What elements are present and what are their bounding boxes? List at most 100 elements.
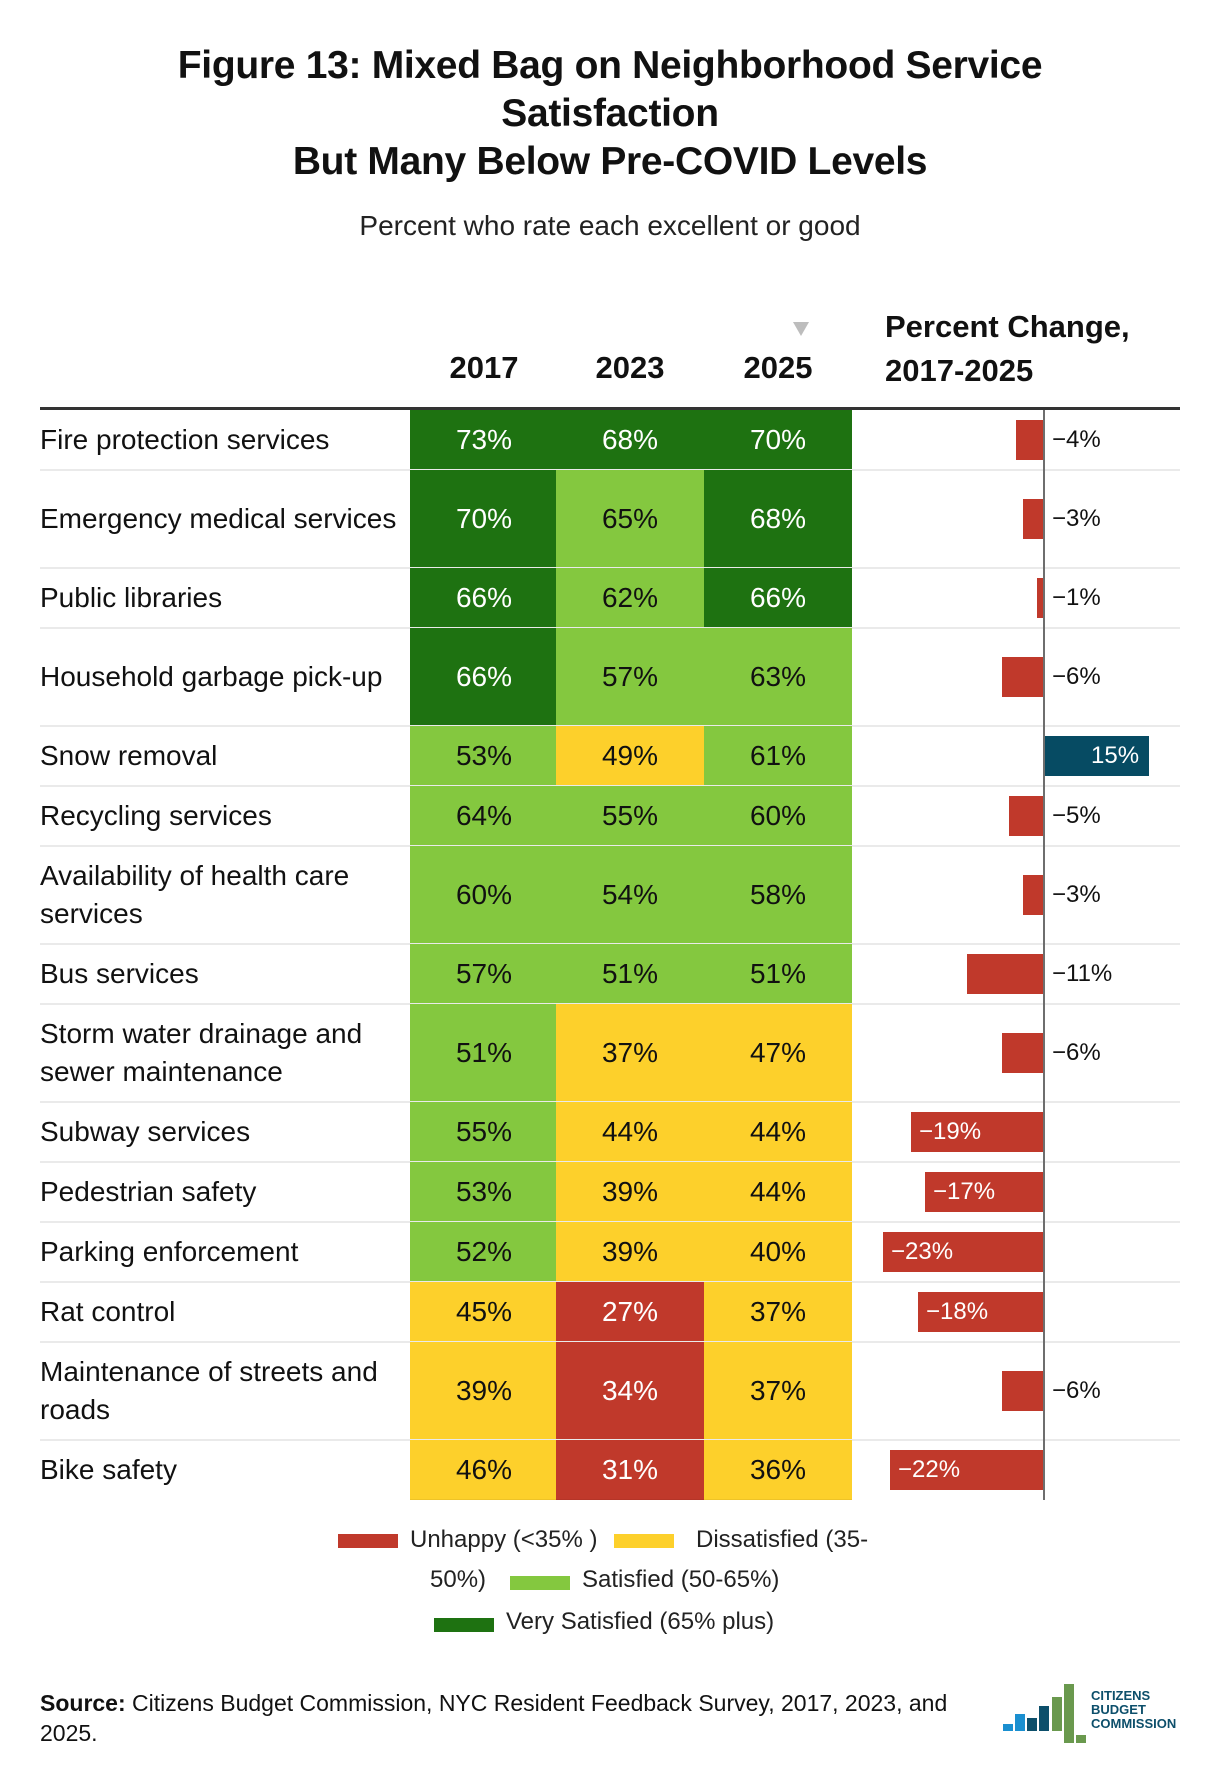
table-row: Recycling services 64% 55% 60% −5% [0,786,1220,847]
value-cell-2025: 44% [704,1102,852,1162]
change-label: −11% [1052,960,1113,987]
column-header-percent-change: Percent Change, 2017-2025 [885,305,1130,393]
change-bar [1023,875,1044,915]
change-bar [883,1232,1044,1272]
percent-change-header-line-2: 2017-2025 [885,353,1034,388]
logo-bar-1 [1003,1724,1013,1731]
change-label: 15% [1091,742,1140,769]
change-zero-axis [1043,410,1045,1500]
service-label: Storm water drainage and sewer maintenan… [40,1018,363,1087]
column-header-2017: 2017 [449,350,519,385]
value-cell-2025: 58% [704,846,852,944]
value-cell-2023: 31% [556,1440,704,1500]
value-cell-2023: 62% [556,568,704,628]
change-label: −1% [1052,584,1101,611]
value-cell-2023: 68% [556,410,704,470]
change-label: −3% [1052,505,1101,532]
legend-swatch-dissatisfied [614,1534,674,1548]
source-text: Citizens Budget Commission, NYC Resident… [40,1690,948,1746]
legend-swatch-very-satisfied [434,1618,494,1632]
value-cell-2023: 39% [556,1162,704,1222]
value-cell-2025: 51% [704,944,852,1004]
change-label: −17% [933,1178,996,1205]
table-row: Fire protection services 73% 68% 70% −4% [0,410,1220,471]
service-label: Maintenance of streets and roads [40,1356,378,1425]
value-cell-2023: 27% [556,1282,704,1342]
value-cell-2017: 53% [410,1162,558,1222]
value-cell-2017: 51% [410,1004,558,1102]
value-cell-2017: 53% [410,726,558,786]
legend-swatch-satisfied [510,1576,570,1590]
table-row: Emergency medical services 70% 65% 68% −3% [0,470,1220,569]
service-label: Pedestrian safety [40,1176,257,1207]
value-cell-2023: 51% [556,944,704,1004]
legend-label-very-satisfied: Very Satisfied (65% plus) [506,1608,775,1635]
value-cell-2025: 47% [704,1004,852,1102]
change-bar [911,1112,1044,1152]
logo-bar-2 [1015,1714,1025,1731]
source-note: Source: Citizens Budget Commission, NYC … [40,1688,970,1748]
value-cell-2025: 37% [704,1282,852,1342]
change-bar [1002,1033,1044,1073]
chart-subtitle: Percent who rate each excellent or good [359,210,861,241]
change-label: −18% [926,1298,989,1325]
logo-bar-6 [1064,1684,1074,1743]
change-bar [1023,499,1044,539]
value-cell-2023: 44% [556,1102,704,1162]
change-label: −19% [919,1118,982,1145]
value-cell-2023: 65% [556,470,704,568]
column-header-2025[interactable]: 2025 [743,350,813,385]
service-label: Snow removal [40,740,218,771]
logo-text-line-1: CITIZENS [1091,1688,1151,1703]
change-bar [918,1292,1044,1332]
logo-text-line-2: BUDGET [1091,1702,1146,1717]
value-cell-2025: 66% [704,568,852,628]
value-cell-2017: 70% [410,470,558,568]
value-cell-2023: 57% [556,628,704,726]
chart-title-line-2: Satisfaction [501,92,719,135]
table-row: Public libraries 66% 62% 66% −1% [0,568,1220,629]
value-cell-2025: 68% [704,470,852,568]
table-row: Household garbage pick-up 66% 57% 63% −6% [0,628,1220,727]
logo-bar-5 [1052,1697,1062,1731]
header-rule [40,407,1180,410]
value-cell-2017: 45% [410,1282,558,1342]
service-label: Parking enforcement [40,1236,299,1267]
value-cell-2017: 60% [410,846,558,944]
chart-title-line-1: Figure 13: Mixed Bag on Neighborhood Ser… [177,44,1043,87]
value-cell-2017: 66% [410,628,558,726]
change-label: −3% [1052,881,1101,908]
change-label: −4% [1052,426,1101,453]
logo-bar-3 [1027,1718,1037,1731]
service-label: Emergency medical services [40,503,397,534]
change-bar [1002,657,1044,697]
value-cell-2025: 44% [704,1162,852,1222]
value-cell-2023: 55% [556,786,704,846]
change-label: −23% [891,1238,954,1265]
value-cell-2017: 46% [410,1440,558,1500]
service-label: Bike safety [40,1454,177,1485]
table-row: Bus services 57% 51% 51% −11% [0,944,1220,1005]
logo-bar-7 [1076,1735,1086,1743]
value-cell-2025: 70% [704,410,852,470]
sort-descending-icon[interactable] [793,322,809,336]
value-cell-2017: 57% [410,944,558,1004]
value-cell-2025: 36% [704,1440,852,1500]
table-row: Maintenance of streets and roads 39% 34% 37… [0,1342,1220,1441]
change-bar [1044,736,1149,776]
service-label: Recycling services [40,800,272,831]
change-bar [967,954,1044,994]
table-row: Snow removal 53% 49% 61% 15% [0,726,1220,787]
change-bar [925,1172,1044,1212]
value-cell-2017: 73% [410,410,558,470]
citizens-budget-commission-logo: CITIZENS BUDGET COMMISSION [1003,1684,1176,1743]
change-bar [1009,796,1044,836]
value-cell-2017: 52% [410,1222,558,1282]
value-cell-2023: 37% [556,1004,704,1102]
source-label: Source: [40,1690,126,1716]
table-row: Rat control 45% 27% 37% −18% [0,1282,1220,1343]
value-cell-2017: 66% [410,568,558,628]
change-bar [890,1450,1044,1490]
chart-title-line-3: But Many Below Pre-COVID Levels [292,140,928,183]
value-cell-2023: 54% [556,846,704,944]
